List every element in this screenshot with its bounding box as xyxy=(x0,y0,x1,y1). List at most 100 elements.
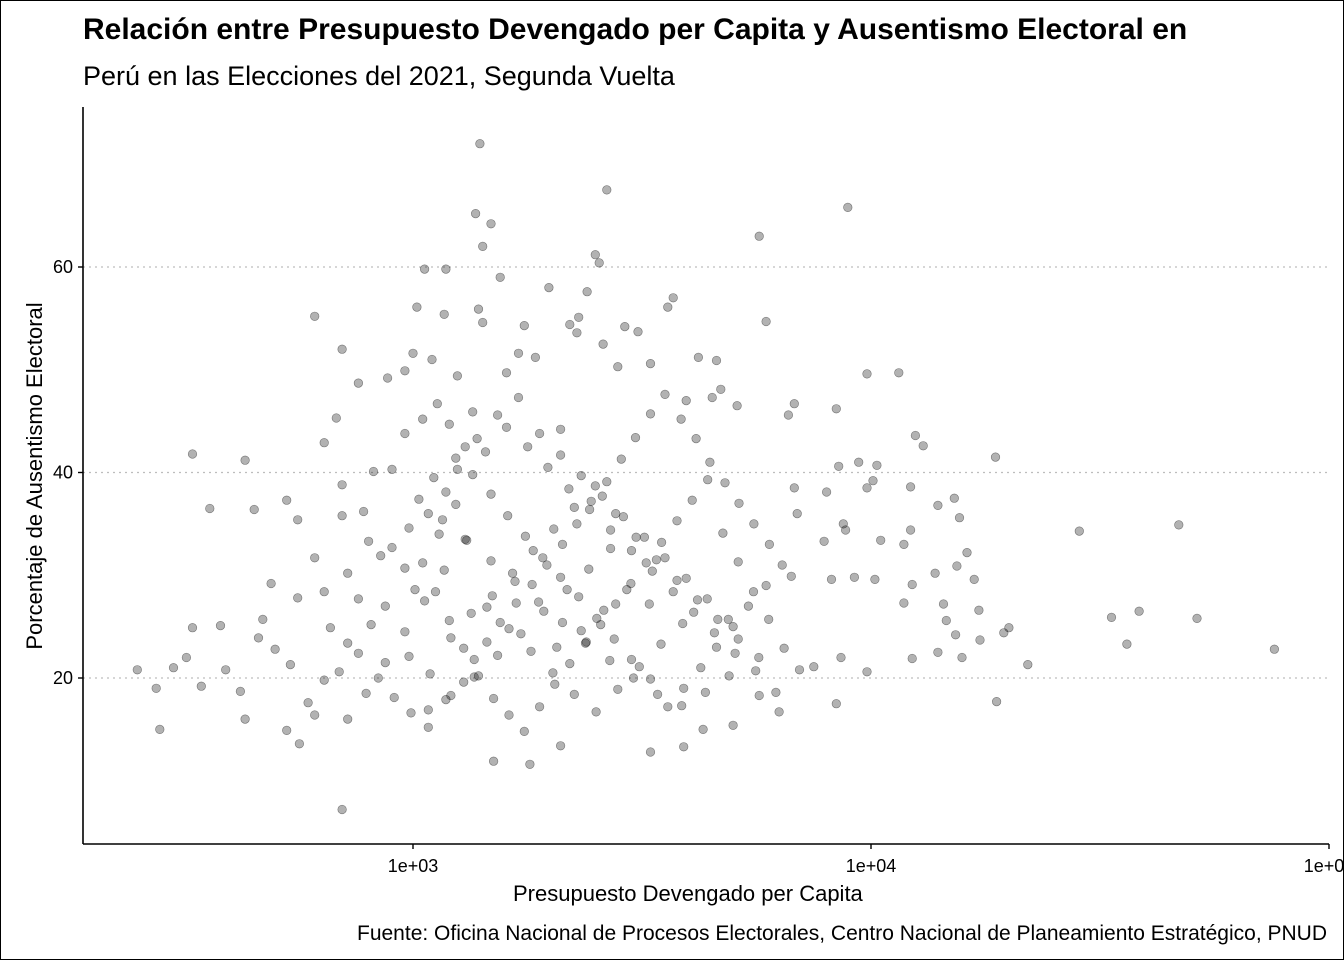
data-point xyxy=(258,614,268,625)
data-point xyxy=(779,643,789,653)
data-point xyxy=(591,707,601,717)
data-point xyxy=(700,687,711,698)
data-point xyxy=(555,424,566,434)
data-point xyxy=(501,422,512,432)
data-point xyxy=(543,462,553,473)
data-point xyxy=(605,543,616,554)
data-point xyxy=(645,747,656,757)
data-point xyxy=(702,594,712,604)
data-point xyxy=(525,759,535,769)
data-point xyxy=(489,693,499,704)
data-point xyxy=(459,643,469,653)
data-point xyxy=(754,652,764,663)
data-point xyxy=(504,624,514,634)
data-point xyxy=(383,373,393,383)
data-point xyxy=(240,714,250,724)
data-point xyxy=(586,496,596,506)
data-point xyxy=(720,478,730,488)
data-point xyxy=(592,613,602,624)
data-point xyxy=(429,473,439,483)
data-point xyxy=(645,359,656,369)
data-point xyxy=(187,449,198,459)
data-point xyxy=(975,635,985,645)
data-point xyxy=(473,304,484,314)
data-point xyxy=(337,804,347,815)
data-point xyxy=(681,396,691,406)
data-point xyxy=(508,568,518,578)
data-point xyxy=(523,442,533,452)
data-point xyxy=(870,574,880,585)
data-point xyxy=(651,555,662,565)
data-point xyxy=(538,553,548,563)
x-tick-label: 1e+05 xyxy=(1304,856,1343,876)
data-point xyxy=(605,525,616,535)
data-point xyxy=(439,309,449,319)
data-point xyxy=(672,516,682,526)
data-point xyxy=(376,551,386,561)
data-point xyxy=(678,618,688,629)
data-point xyxy=(412,302,422,312)
data-point xyxy=(679,742,689,752)
data-point xyxy=(836,652,846,663)
data-point xyxy=(611,599,621,609)
data-point xyxy=(504,710,514,720)
data-point xyxy=(696,663,706,673)
data-point xyxy=(293,515,303,525)
data-point xyxy=(930,568,940,578)
data-point xyxy=(434,529,444,539)
data-point xyxy=(427,354,437,365)
data-point xyxy=(733,634,743,644)
data-point xyxy=(569,689,579,700)
data-point xyxy=(444,419,454,429)
data-point xyxy=(645,674,656,684)
data-point xyxy=(599,605,609,615)
data-point xyxy=(733,557,743,567)
data-point xyxy=(527,579,537,590)
data-point xyxy=(687,495,697,505)
data-point xyxy=(954,513,965,523)
data-point xyxy=(221,665,231,675)
data-point xyxy=(941,615,951,626)
data-point xyxy=(576,471,586,481)
data-point xyxy=(430,587,441,597)
data-point xyxy=(334,667,344,677)
data-point xyxy=(270,644,280,654)
data-point xyxy=(478,241,488,251)
data-point xyxy=(826,574,837,585)
data-point xyxy=(452,371,463,381)
data-point xyxy=(574,312,584,322)
data-point xyxy=(373,673,383,683)
data-point xyxy=(266,578,276,589)
data-point xyxy=(437,515,448,525)
data-point xyxy=(609,634,619,644)
data-point xyxy=(282,495,292,505)
data-point xyxy=(652,689,663,700)
data-point xyxy=(618,512,629,522)
data-point xyxy=(310,553,320,563)
data-point xyxy=(441,264,451,274)
data-point xyxy=(519,726,529,737)
y-tick-label: 40 xyxy=(53,463,73,483)
data-point xyxy=(630,433,641,443)
data-point xyxy=(564,484,574,494)
data-point xyxy=(414,494,424,504)
data-point xyxy=(516,629,526,639)
data-point xyxy=(644,599,654,609)
data-point xyxy=(400,428,410,439)
data-point xyxy=(645,409,656,419)
data-point xyxy=(711,642,722,652)
data-point xyxy=(626,654,637,665)
data-point xyxy=(660,553,670,563)
data-point xyxy=(482,602,492,612)
data-point xyxy=(957,652,967,663)
data-point xyxy=(526,646,536,656)
data-point xyxy=(754,690,764,701)
data-point xyxy=(533,597,544,607)
data-point xyxy=(1269,644,1279,654)
data-point xyxy=(952,561,962,571)
data-point xyxy=(709,628,720,638)
data-point xyxy=(792,508,802,519)
data-point xyxy=(751,666,761,676)
data-point xyxy=(446,690,456,701)
data-point xyxy=(938,599,949,609)
